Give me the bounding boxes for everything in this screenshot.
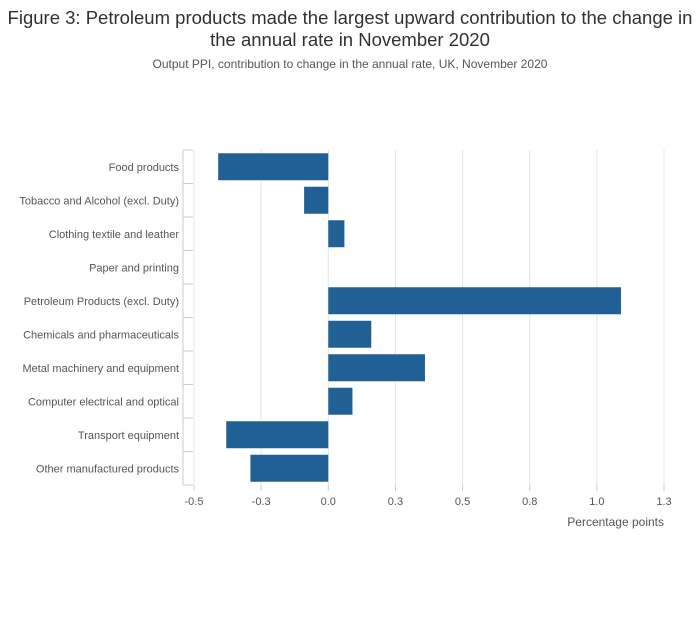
category-axis: Food products Tobacco and Alcohol (excl. …	[19, 149, 193, 486]
value-axis: -0.5 -0.3 0.0 0.3 0.5 0.8 1.0 1.3	[185, 485, 672, 508]
x-tick-label: 0.3	[388, 496, 403, 508]
bar	[328, 220, 345, 248]
category-label: Paper and printing	[89, 262, 179, 274]
bar	[328, 287, 622, 315]
chart-title: Figure 3: Petroleum products made the la…	[7, 7, 693, 50]
category-label: Clothing textile and leather	[49, 229, 180, 241]
category-label: Food products	[109, 162, 180, 174]
bar	[250, 454, 329, 482]
x-axis-title: Percentage points	[567, 515, 664, 529]
bars	[218, 153, 622, 482]
bar	[328, 320, 372, 348]
gridlines	[193, 150, 665, 485]
x-tick-label: -0.3	[252, 496, 271, 508]
x-tick-label: 1.0	[589, 496, 604, 508]
category-label: Petroleum Products (excl. Duty)	[24, 296, 179, 308]
x-tick-label: 1.3	[656, 496, 671, 508]
bar	[304, 186, 329, 214]
x-tick-label: -0.5	[185, 496, 204, 508]
bar	[328, 387, 353, 415]
bar	[218, 153, 329, 181]
bar	[226, 421, 329, 449]
category-label: Transport equipment	[78, 430, 179, 442]
category-label: Chemicals and pharmaceuticals	[23, 329, 179, 341]
x-tick-label: 0.8	[522, 496, 537, 508]
category-label: Tobacco and Alcohol (excl. Duty)	[19, 195, 179, 207]
category-label: Metal machinery and equipment	[22, 363, 179, 375]
bar	[328, 354, 425, 382]
x-tick-label: 0.0	[321, 496, 336, 508]
category-label: Other manufactured products	[36, 463, 180, 475]
chart-subtitle: Output PPI, contribution to change in th…	[152, 57, 548, 71]
x-tick-label: 0.5	[455, 496, 470, 508]
category-label: Computer electrical and optical	[28, 396, 179, 408]
